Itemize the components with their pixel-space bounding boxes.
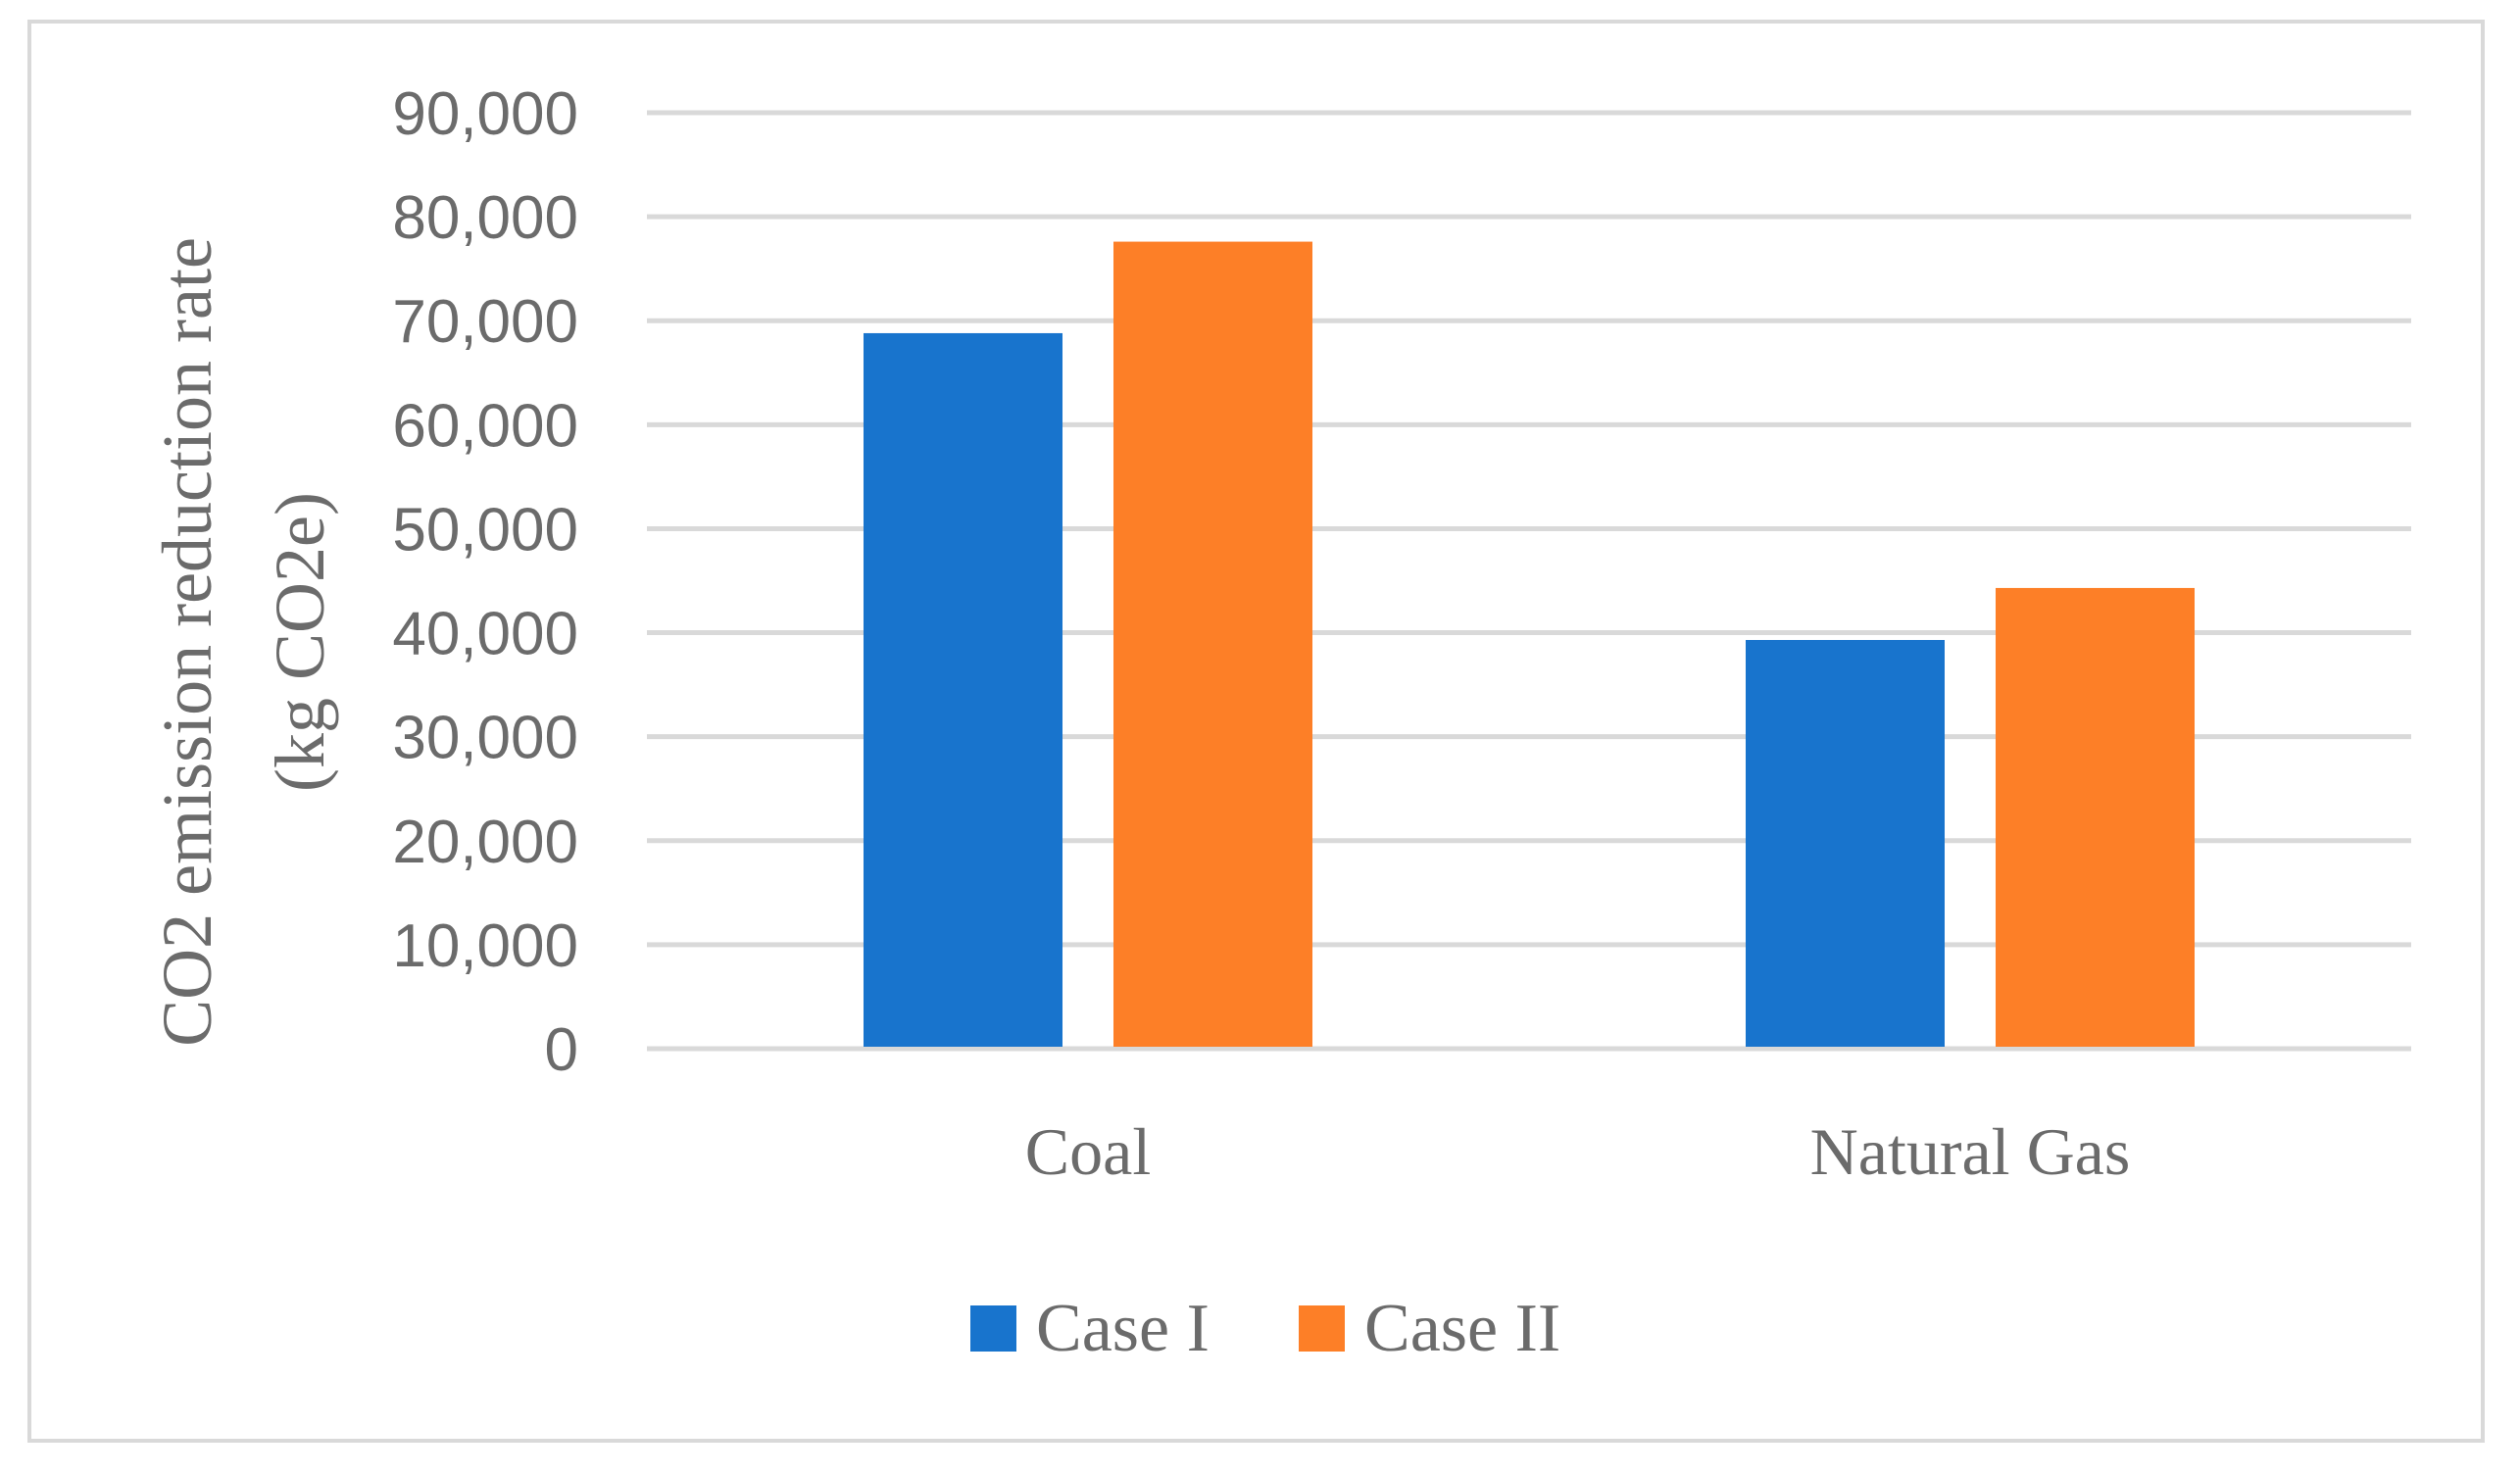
- legend-label-case-i: Case I: [1036, 1291, 1210, 1366]
- y-tick-label: 40,000: [392, 601, 578, 668]
- bar-coal-case-i: [864, 332, 1062, 1047]
- legend-swatch-case-i: [970, 1305, 1016, 1352]
- y-tick-label: 10,000: [392, 912, 578, 980]
- bar-natural-gas-case-ii: [1996, 587, 2195, 1047]
- y-tick-label: 70,000: [392, 288, 578, 356]
- y-axis-title-line-2: (kg CO2e): [261, 492, 339, 792]
- y-tick-label: 20,000: [392, 809, 578, 876]
- legend-label-case-ii: Case II: [1364, 1291, 1560, 1366]
- x-category-label: Natural Gas: [1810, 1114, 2131, 1189]
- legend: Case I Case II: [970, 1291, 1560, 1366]
- y-tick-label: 30,000: [392, 705, 578, 772]
- y-tick-label: 80,000: [392, 184, 578, 252]
- x-category-label: Coal: [1025, 1114, 1151, 1189]
- bars: [864, 241, 2195, 1048]
- y-tick-label: 60,000: [392, 392, 578, 460]
- y-axis-title-line-1: CO2 emission reduction rate: [148, 237, 226, 1047]
- y-tick-label: 0: [545, 1016, 578, 1084]
- bar-coal-case-ii: [1113, 241, 1312, 1048]
- y-tick-label: 50,000: [392, 496, 578, 564]
- legend-swatch-case-ii: [1299, 1305, 1345, 1352]
- y-axis-tick-labels: 0 10,000 20,000 30,000 40,000 50,000 60,000 70,…: [392, 80, 578, 1084]
- x-axis-category-labels: Coal Natural Gas: [1025, 1114, 2131, 1189]
- y-tick-label: 90,000: [392, 80, 578, 148]
- bar-natural-gas-case-i: [1746, 639, 1945, 1047]
